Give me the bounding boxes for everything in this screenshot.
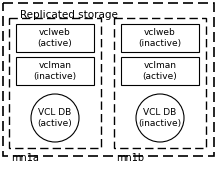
Text: vclman
(inactive): vclman (inactive) [33,61,77,81]
Text: VCL DB
(active): VCL DB (active) [38,108,72,128]
Bar [9,18,101,148]
Text: mn1a: mn1a [11,153,39,163]
Text: vclweb
(inactive): vclweb (inactive) [138,28,182,48]
Bar [121,24,199,52]
Text: Replicated storage: Replicated storage [20,10,118,20]
Bar [16,57,94,85]
Bar [114,18,206,148]
Text: mn1b: mn1b [116,153,144,163]
Text: vclweb
(active): vclweb (active) [38,28,72,48]
Bar [121,57,199,85]
Text: vclman
(active): vclman (active) [143,61,177,81]
Bar [16,24,94,52]
Text: VCL DB
(inactive): VCL DB (inactive) [138,108,182,128]
